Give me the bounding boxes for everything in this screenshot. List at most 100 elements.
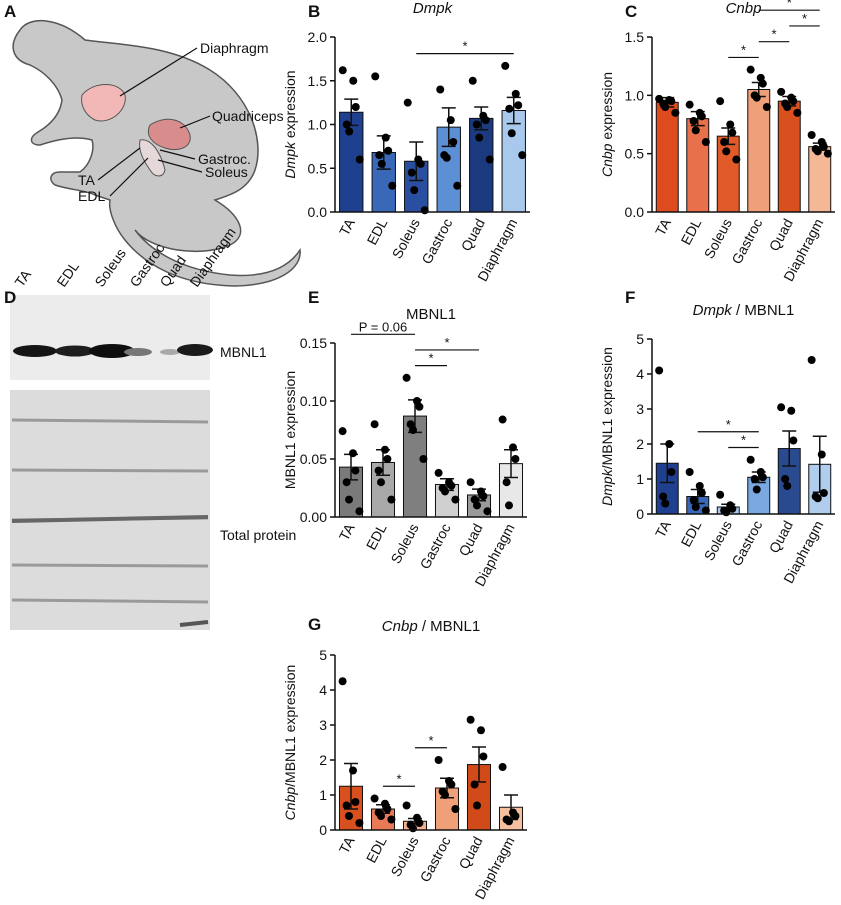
text-part: /MBNL1 expression xyxy=(599,347,615,469)
data-point xyxy=(505,501,513,510)
data-point xyxy=(384,146,393,155)
data-point xyxy=(442,153,451,162)
band xyxy=(13,345,57,357)
text-part: Cnbp xyxy=(282,787,298,821)
x-tick-label: EDL xyxy=(363,216,390,248)
panel-label: C xyxy=(625,2,637,21)
significance-label: * xyxy=(741,42,746,57)
x-tick-label: EDL xyxy=(677,216,704,248)
data-point xyxy=(758,79,767,88)
data-point xyxy=(691,503,700,511)
significance-label: * xyxy=(444,335,449,350)
y-tick-label: 1 xyxy=(636,471,644,487)
data-point xyxy=(732,155,741,164)
data-point xyxy=(410,186,419,195)
data-point xyxy=(441,487,449,496)
data-point xyxy=(777,403,786,412)
y-tick-label: 1.0 xyxy=(308,117,328,133)
blot-mbnl1 xyxy=(10,295,210,380)
data-point xyxy=(752,93,761,102)
panel-label: B xyxy=(308,2,320,21)
y-tick-label: 1.0 xyxy=(625,87,645,103)
significance-label: * xyxy=(741,433,746,448)
x-tick-label: Gastroc xyxy=(418,216,455,267)
text-part: Dmpk xyxy=(413,0,454,17)
panel-label: F xyxy=(625,288,635,307)
x-tick-label: Gastroc xyxy=(417,521,454,572)
data-point xyxy=(345,495,353,504)
data-point xyxy=(355,155,364,164)
data-point xyxy=(383,455,392,463)
diagram-label: EDL xyxy=(78,188,105,204)
y-tick-label: 3 xyxy=(636,401,644,417)
error-bar xyxy=(506,96,521,125)
panel-label: E xyxy=(308,288,319,307)
text-part: expression xyxy=(282,70,298,142)
data-point xyxy=(345,127,354,136)
data-point xyxy=(485,155,494,164)
data-point xyxy=(722,147,731,156)
data-point xyxy=(661,499,670,508)
y-tick-label: 0.00 xyxy=(300,509,327,525)
y-tick-label: 1 xyxy=(319,787,327,803)
data-point xyxy=(338,427,347,436)
data-point xyxy=(470,780,479,789)
data-point xyxy=(407,168,416,177)
data-point xyxy=(451,805,460,813)
data-point xyxy=(416,159,425,168)
data-point xyxy=(451,495,460,504)
data-point xyxy=(518,151,527,160)
band xyxy=(177,344,213,356)
data-point xyxy=(789,97,798,106)
x-tick-label: Quad xyxy=(455,834,485,872)
x-tick-label: Soleus xyxy=(387,834,421,879)
data-point xyxy=(434,468,443,477)
total-band-strong xyxy=(11,515,209,523)
data-point xyxy=(689,117,698,125)
y-tick-label: 0 xyxy=(636,506,644,522)
y-tick-label: 0.5 xyxy=(308,160,328,176)
y-tick-label: 0.5 xyxy=(625,146,645,162)
data-point xyxy=(807,356,816,364)
y-tick-label: 2.0 xyxy=(308,29,328,45)
data-point xyxy=(375,151,384,160)
data-point xyxy=(758,473,767,482)
data-point xyxy=(351,103,360,111)
y-tick-label: 1.5 xyxy=(625,29,645,45)
data-point xyxy=(355,507,364,516)
data-point xyxy=(383,805,392,813)
text-part: Dmpk xyxy=(282,141,298,179)
y-tick-label: 4 xyxy=(319,682,327,698)
x-tick-label: Soleus xyxy=(387,521,421,566)
y-tick-label: 2 xyxy=(636,436,644,452)
data-point xyxy=(377,478,385,487)
text-part: Cnbp xyxy=(599,143,615,177)
data-point xyxy=(381,133,390,142)
data-point xyxy=(483,507,492,516)
data-point xyxy=(511,89,520,98)
data-point xyxy=(441,791,449,799)
y-axis-label: Dmpk/MBNL1 expression xyxy=(599,347,615,506)
text-part: Dmpk xyxy=(693,302,734,319)
significance-label: P = 0.06 xyxy=(359,319,408,334)
data-point xyxy=(509,443,517,452)
data-point xyxy=(511,812,520,820)
data-point xyxy=(671,108,680,117)
x-tick-label: TA xyxy=(336,215,358,238)
x-tick-label: EDL xyxy=(363,521,390,553)
x-tick-label: EDL xyxy=(677,518,704,550)
data-point xyxy=(370,420,379,429)
y-tick-label: 0.10 xyxy=(300,393,327,409)
x-tick-label: TA xyxy=(336,520,358,543)
band-label: MBNL1 xyxy=(220,344,267,360)
data-point xyxy=(402,801,411,810)
y-axis-label: MBNL1 expression xyxy=(282,371,298,489)
data-point xyxy=(447,481,456,490)
band xyxy=(124,348,152,356)
total-band-strong xyxy=(179,620,209,627)
data-point xyxy=(377,159,386,168)
data-point xyxy=(807,131,816,139)
data-point xyxy=(477,726,485,735)
y-tick-label: 5 xyxy=(319,647,327,663)
